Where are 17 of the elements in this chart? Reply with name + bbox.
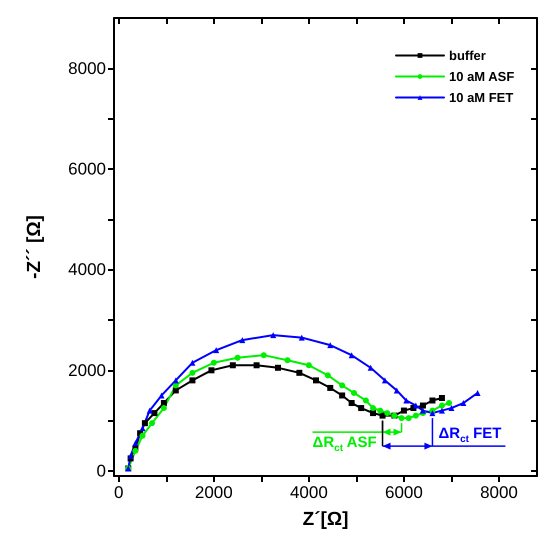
- annotation: ΔR$_{ct}$ FET: [438, 425, 502, 446]
- y-axis-title: -Z´´ [Ω]: [24, 215, 45, 279]
- y-tick-label: 8000: [68, 58, 106, 78]
- x-tick-label: 8000: [480, 483, 518, 502]
- x-tick-label: 4000: [290, 483, 328, 502]
- y-tick-label: 2000: [68, 360, 106, 380]
- legend-label: 10 aM FET: [449, 90, 514, 105]
- legend-label: buffer: [449, 48, 486, 63]
- x-axis-title: Z´[Ω]: [302, 509, 348, 530]
- y-tick-label: 4000: [68, 260, 106, 280]
- y-tick-label: 6000: [68, 159, 106, 178]
- x-tick-label: 2000: [194, 483, 233, 502]
- x-tick-label: 6000: [385, 483, 423, 502]
- x-tick-label: 0: [114, 483, 124, 502]
- y-tick-label: 0: [96, 461, 106, 480]
- annotation: ΔR$_{ct}$ ASF: [312, 434, 377, 454]
- legend-label: 10 aM ASF: [449, 69, 514, 84]
